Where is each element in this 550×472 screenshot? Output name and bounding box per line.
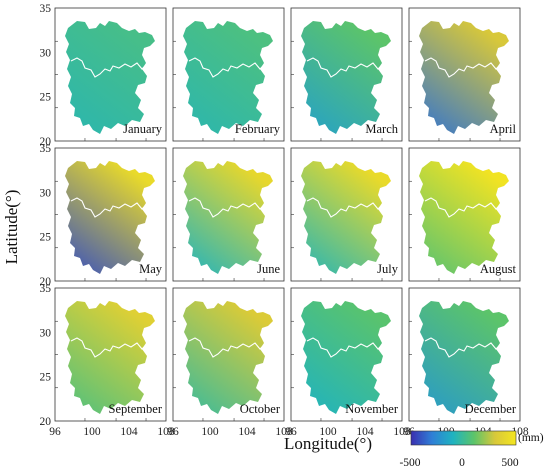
province-border: [306, 197, 383, 218]
province-border: [424, 337, 501, 358]
province-border: [188, 197, 265, 218]
x-tick-label: 108: [393, 426, 411, 438]
y-tick-label: 25: [40, 232, 52, 244]
x-tick-label: 108: [157, 426, 175, 438]
month-label: December: [465, 402, 517, 416]
x-tick-label: 100: [319, 426, 337, 438]
region-map: [183, 301, 273, 414]
colorbar-gradient: [410, 430, 517, 446]
x-tick-label: 96: [403, 426, 415, 438]
y-axis-label: Latitude(°): [2, 190, 21, 265]
y-tick-label: 35: [40, 3, 52, 15]
province-border: [188, 337, 265, 358]
province-border: [306, 337, 383, 358]
month-panel: August: [408, 147, 521, 282]
colorbar-tick-label: -500: [399, 457, 420, 469]
colorbar: (mm) -500 0 500: [399, 430, 544, 469]
month-panel: October: [172, 287, 285, 422]
x-tick-label: 104: [356, 426, 374, 438]
x-tick-label: 104: [238, 426, 256, 438]
month-label: August: [480, 262, 517, 276]
month-label: February: [235, 122, 281, 136]
region-map: [419, 21, 509, 134]
province-border: [70, 337, 147, 358]
region-map: [183, 161, 273, 274]
month-panel: September: [54, 287, 167, 422]
y-tick-label: 35: [40, 283, 52, 295]
month-label: November: [345, 402, 399, 416]
region-map: [65, 21, 155, 134]
month-label: January: [123, 122, 163, 136]
y-tick-label: 30: [40, 47, 52, 59]
y-tick-label: 25: [40, 92, 52, 104]
month-label: June: [257, 262, 280, 276]
y-tick-label: 35: [40, 143, 52, 155]
colorbar-unit: (mm): [518, 432, 544, 444]
region-map: [301, 161, 391, 274]
month-panel: January: [54, 7, 167, 142]
colorbar-tick-label: 500: [501, 457, 519, 469]
region-map: [419, 301, 509, 414]
province-border: [70, 57, 147, 78]
x-tick-label: 100: [83, 426, 101, 438]
region-map: [419, 161, 509, 274]
y-tick-label: 20: [40, 276, 52, 288]
region-map: [183, 21, 273, 134]
y-tick-label: 20: [40, 416, 52, 428]
month-panel: June: [172, 147, 285, 282]
month-panel: April: [408, 7, 521, 142]
x-tick-label: 96: [285, 426, 297, 438]
y-tick-label: 30: [40, 187, 52, 199]
province-border: [306, 57, 383, 78]
x-tick-label: 100: [201, 426, 219, 438]
region-map: [301, 21, 391, 134]
region-map: [65, 301, 155, 414]
province-border: [424, 57, 501, 78]
y-tick-label: 20: [40, 136, 52, 148]
region-map: [301, 301, 391, 414]
month-label: July: [377, 262, 399, 276]
province-border: [70, 197, 147, 218]
panel-grid: January February March April May June July Augu…: [54, 7, 521, 422]
month-panel: May: [54, 147, 167, 282]
month-panel: July: [290, 147, 403, 282]
x-tick-label: 108: [275, 426, 293, 438]
x-tick-label: 104: [120, 426, 138, 438]
y-tick-label: 25: [40, 372, 52, 384]
month-panel: December: [408, 287, 521, 422]
region-map: [65, 161, 155, 274]
province-border: [188, 57, 265, 78]
month-label: October: [240, 402, 281, 416]
month-label: May: [139, 262, 163, 276]
month-panel: February: [172, 7, 285, 142]
province-border: [424, 197, 501, 218]
month-label: March: [365, 122, 398, 136]
y-tick-label: 30: [40, 327, 52, 339]
month-panel: March: [290, 7, 403, 142]
month-label: April: [490, 122, 517, 136]
colorbar-tick-label: 0: [459, 457, 465, 469]
x-tick-label: 96: [49, 426, 61, 438]
month-label: September: [109, 402, 163, 416]
x-axis-label: Longitude(°): [284, 434, 372, 453]
month-panel: November: [290, 287, 403, 422]
x-tick-label: 96: [167, 426, 179, 438]
